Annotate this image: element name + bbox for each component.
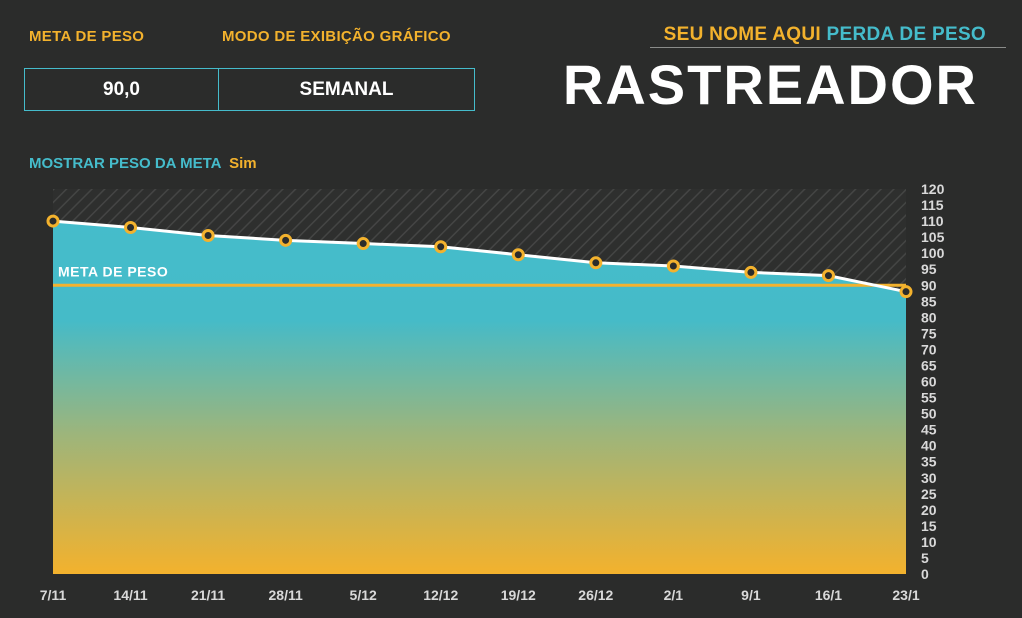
goal-weight-label: META DE PESO: [29, 28, 145, 45]
y-tick-label: 120: [921, 181, 945, 197]
y-tick-label: 80: [921, 309, 937, 325]
y-tick-label: 45: [921, 422, 937, 438]
page-title: RASTREADOR: [562, 53, 978, 116]
data-point[interactable]: [201, 229, 215, 243]
data-point[interactable]: [821, 269, 835, 283]
y-tick-label: 65: [921, 357, 937, 373]
subtitle-text: PERDA DE PESO: [826, 24, 986, 45]
y-tick-label: 40: [921, 438, 937, 454]
user-name[interactable]: SEU NOME AQUI: [663, 24, 821, 45]
display-mode-label: MODO DE EXIBIÇÃO GRÁFICO: [222, 28, 451, 45]
data-point[interactable]: [666, 259, 680, 273]
x-tick-label: 7/11: [40, 587, 67, 603]
y-tick-label: 20: [921, 502, 937, 518]
y-tick-label: 5: [921, 550, 929, 566]
x-tick-label: 19/12: [501, 587, 536, 603]
y-tick-label: 55: [921, 390, 937, 406]
data-point[interactable]: [124, 221, 138, 234]
header-divider: [650, 47, 1006, 48]
y-tick-label: 95: [921, 261, 937, 277]
y-tick-label: 110: [921, 213, 944, 229]
y-tick-label: 35: [921, 454, 937, 470]
display-mode-select[interactable]: SEMANAL: [218, 68, 475, 111]
data-point[interactable]: [899, 285, 913, 299]
y-tick-label: 25: [921, 486, 937, 502]
data-point[interactable]: [356, 237, 370, 251]
show-goal-row: MOSTRAR PESO DA META Sim: [29, 155, 257, 172]
data-point[interactable]: [46, 214, 60, 228]
x-tick-label: 26/12: [578, 587, 613, 603]
x-tick-label: 23/1: [892, 587, 919, 603]
y-tick-label: 10: [921, 534, 937, 550]
data-point[interactable]: [434, 240, 448, 254]
x-tick-label: 9/1: [741, 587, 761, 603]
y-tick-label: 100: [921, 245, 945, 261]
data-point[interactable]: [511, 248, 525, 262]
x-tick-label: 12/12: [423, 587, 458, 603]
header-subtitle: SEU NOME AQUI PERDA DE PESO: [664, 24, 986, 46]
y-tick-label: 30: [921, 470, 937, 486]
y-tick-label: 50: [921, 406, 937, 422]
data-point[interactable]: [589, 256, 603, 270]
y-tick-label: 15: [921, 518, 937, 534]
y-tick-label: 75: [921, 325, 937, 341]
y-tick-label: 0: [921, 566, 929, 582]
y-tick-label: 115: [921, 197, 944, 213]
y-tick-label: 70: [921, 341, 937, 357]
y-tick-label: 90: [921, 277, 937, 293]
x-tick-label: 5/12: [350, 587, 377, 603]
weight-line: [52, 219, 907, 294]
x-tick-label: 28/11: [269, 587, 303, 603]
show-goal-label: MOSTRAR PESO DA META: [29, 155, 221, 172]
data-point[interactable]: [744, 265, 758, 279]
data-point[interactable]: [279, 233, 293, 247]
x-tick-label: 21/11: [191, 587, 225, 603]
goal-line-label: META DE PESO: [58, 263, 168, 279]
x-tick-label: 2/1: [664, 587, 684, 603]
weight-area: [53, 221, 906, 575]
y-tick-label: 85: [921, 293, 937, 309]
x-tick-label: 14/11: [113, 587, 147, 603]
y-tick-label: 60: [921, 374, 937, 390]
x-tick-label: 16/1: [815, 587, 842, 603]
show-goal-value[interactable]: Sim: [229, 155, 257, 172]
y-tick-label: 105: [921, 229, 945, 245]
